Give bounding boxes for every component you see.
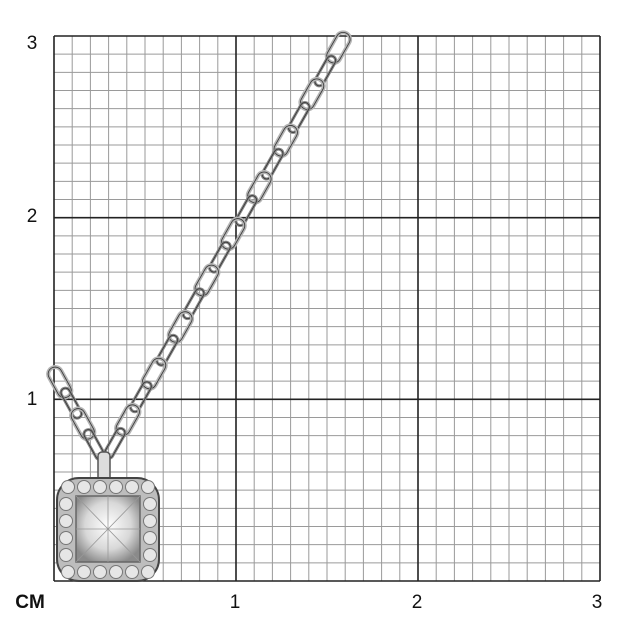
chain-link bbox=[287, 101, 311, 134]
halo-diamond bbox=[59, 531, 73, 545]
chain-link bbox=[130, 381, 152, 413]
halo-diamond bbox=[143, 514, 157, 528]
halo-diamond bbox=[109, 480, 123, 494]
chain-link bbox=[314, 55, 337, 87]
y-tick-2: 2 bbox=[26, 206, 38, 227]
halo-diamond bbox=[141, 480, 155, 494]
halo-diamond bbox=[143, 497, 157, 511]
halo-diamond bbox=[93, 480, 107, 494]
chain-link bbox=[60, 387, 82, 419]
chain-link bbox=[234, 194, 259, 228]
chain-link bbox=[260, 147, 285, 181]
halo-diamond bbox=[59, 514, 73, 528]
chain-link bbox=[168, 311, 193, 343]
chain-link bbox=[326, 31, 351, 64]
chain-link bbox=[235, 195, 258, 226]
x-tick-2: 2 bbox=[411, 592, 423, 613]
chain-link bbox=[129, 380, 153, 414]
chain-link bbox=[208, 240, 232, 274]
chain-link bbox=[209, 241, 231, 273]
halo-diamond bbox=[77, 480, 91, 494]
halo-diamond bbox=[125, 480, 139, 494]
halo-diamond bbox=[93, 565, 107, 579]
halo-diamond bbox=[59, 497, 73, 511]
chain-link bbox=[288, 102, 310, 133]
x-tick-3: 3 bbox=[591, 592, 603, 613]
halo-diamond bbox=[77, 565, 91, 579]
halo-diamond bbox=[109, 565, 123, 579]
chain-link bbox=[142, 357, 167, 390]
chain-link bbox=[70, 408, 95, 440]
halo-diamond bbox=[143, 548, 157, 562]
chain-link bbox=[182, 288, 205, 320]
unit-label: CM bbox=[15, 592, 45, 613]
halo-diamond bbox=[59, 548, 73, 562]
chain-link bbox=[194, 264, 219, 297]
chain-link bbox=[115, 404, 140, 436]
chain-link bbox=[313, 54, 338, 88]
y-tick-3: 3 bbox=[26, 33, 38, 54]
chain-link bbox=[47, 366, 72, 399]
halo-diamond bbox=[141, 565, 155, 579]
chain-link bbox=[156, 334, 179, 366]
chain-link bbox=[247, 171, 272, 203]
halo-diamond bbox=[143, 531, 157, 545]
halo-diamond bbox=[61, 565, 75, 579]
chain-link bbox=[221, 218, 246, 250]
halo-diamond bbox=[125, 565, 139, 579]
chain-link bbox=[300, 78, 325, 110]
chain-link bbox=[273, 125, 298, 157]
chain bbox=[46, 30, 353, 462]
pendant bbox=[56, 451, 160, 582]
chain-link bbox=[181, 287, 206, 321]
halo-diamond bbox=[61, 480, 75, 494]
x-tick-1: 1 bbox=[229, 592, 241, 613]
y-tick-1: 1 bbox=[26, 389, 38, 410]
chain-link bbox=[261, 148, 284, 180]
chain-link bbox=[155, 333, 180, 367]
